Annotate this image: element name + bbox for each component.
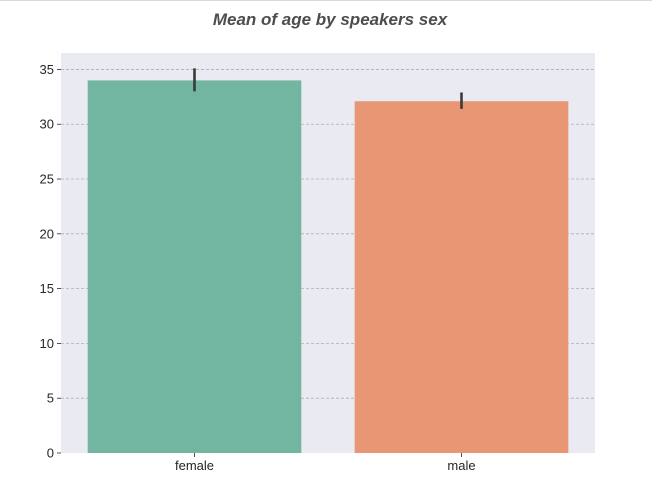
x-tick-label-male: male <box>447 458 475 473</box>
y-tick-label-35: 35 <box>40 62 54 77</box>
y-tick-label-20: 20 <box>40 226 54 241</box>
y-tick-label-0: 0 <box>47 446 54 461</box>
chart-title: Mean of age by speakers sex <box>212 10 448 29</box>
bars <box>87 80 569 453</box>
x-tick-label-female: female <box>175 458 214 473</box>
bar-female <box>87 80 302 453</box>
y-tick-label-15: 15 <box>40 281 54 296</box>
y-tick-label-30: 30 <box>40 117 54 132</box>
x-axis-ticks: female male <box>175 453 476 473</box>
y-axis-ticks: 0 5 10 15 20 25 30 35 <box>40 62 61 461</box>
error-bars <box>193 68 463 109</box>
y-tick-label-5: 5 <box>47 391 54 406</box>
top-rule <box>0 0 652 1</box>
y-tick-label-10: 10 <box>40 336 54 351</box>
y-tick-label-25: 25 <box>40 172 54 187</box>
bar-male <box>354 101 569 453</box>
